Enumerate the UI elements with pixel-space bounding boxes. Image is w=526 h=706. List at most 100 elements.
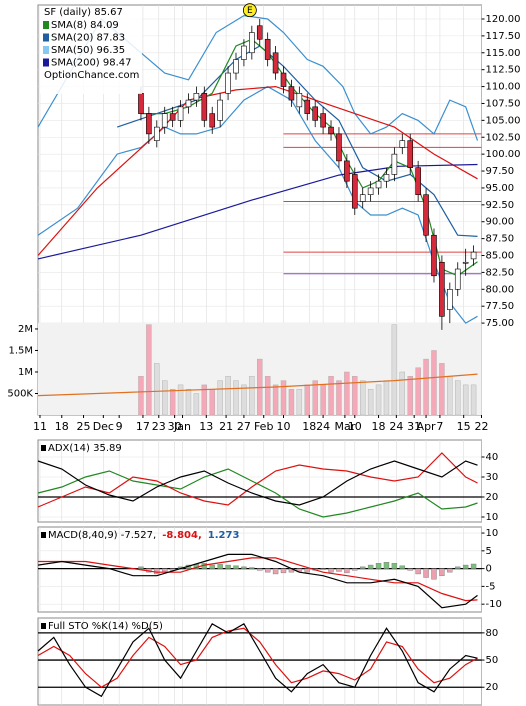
- volume-bar: [375, 384, 382, 416]
- volume-bar: [280, 380, 287, 416]
- candle-body: [344, 160, 350, 182]
- panel-title-part: ADX(14) 35.89: [48, 443, 122, 454]
- legend-title: SF (daily) 85.67: [44, 7, 123, 18]
- x-tick-label: 23: [152, 420, 166, 433]
- volume-bar: [177, 384, 184, 416]
- volume-bar: [439, 363, 445, 416]
- histogram-bar: [241, 566, 247, 569]
- volume-bar: [154, 363, 160, 416]
- histogram-bar: [249, 567, 255, 569]
- candle-body: [233, 59, 239, 74]
- x-tick-label: 24: [316, 420, 330, 433]
- volume-bar: [241, 384, 247, 416]
- volume-tick-label: 500K: [7, 388, 33, 399]
- y-tick-label: 95.00: [486, 183, 515, 194]
- x-tick-label: 13: [199, 420, 213, 433]
- volume-bar: [201, 384, 208, 416]
- x-tick-label: 11: [33, 420, 47, 433]
- histogram-bar: [154, 568, 160, 575]
- histogram-bar: [462, 564, 469, 569]
- candle-body: [312, 106, 318, 121]
- candle-body: [431, 234, 437, 277]
- histogram-bar: [447, 568, 453, 573]
- candle-body: [185, 99, 192, 108]
- indicator-line: [37, 627, 478, 688]
- y-tick-label: 85.00: [486, 251, 515, 262]
- y-tick-label: 105.00: [486, 115, 521, 126]
- histogram-bar: [423, 568, 429, 578]
- volume-bar: [407, 376, 413, 416]
- histogram-bar: [455, 566, 461, 569]
- histogram-bar: [257, 568, 263, 571]
- volume-tick-label: 1.5M: [8, 345, 33, 356]
- y-tick-label: 0: [486, 564, 492, 575]
- candle-body: [439, 261, 445, 317]
- x-tick-label: 15: [457, 420, 471, 433]
- volume-bar: [162, 380, 168, 416]
- candle-body: [304, 99, 311, 114]
- candle-body: [272, 52, 279, 74]
- candle-body: [328, 126, 334, 135]
- histogram-bar: [439, 568, 445, 576]
- y-tick-label: 40: [486, 452, 499, 463]
- candle-body: [225, 72, 231, 94]
- indicator-line: [37, 468, 478, 518]
- legend-swatch: [43, 46, 49, 54]
- y-tick-label: 87.50: [486, 234, 515, 245]
- candle-body: [447, 289, 453, 310]
- y-tick-label: 90.00: [486, 217, 515, 228]
- candle-body: [336, 133, 342, 162]
- candle-body: [288, 86, 295, 101]
- volume-bar: [233, 380, 239, 416]
- legend-label: SMA(8) 84.09: [51, 20, 119, 31]
- title-marker: [41, 532, 46, 538]
- volume-bar: [296, 388, 303, 416]
- earnings-marker: [242, 3, 257, 18]
- volume-bar: [415, 367, 421, 416]
- histogram-bar: [407, 568, 413, 571]
- x-tick-label: 7: [436, 420, 443, 433]
- legend-swatch: [43, 33, 49, 42]
- legend-swatch: [43, 21, 49, 29]
- x-tick-label: 31: [407, 420, 421, 433]
- candle-body: [454, 268, 461, 290]
- candle-body: [264, 38, 271, 60]
- candle-body: [161, 113, 168, 128]
- volume-bar: [383, 380, 390, 416]
- y-tick-label: 100.00: [486, 149, 521, 160]
- panel-title: MACD(8,40,9) -7.527, -8.804, 1.273: [48, 530, 239, 541]
- volume-bar: [169, 388, 176, 416]
- y-tick-label: 10: [486, 512, 499, 523]
- candle-body: [351, 174, 358, 209]
- histogram-bar: [431, 568, 437, 580]
- x-tick-label: 24: [389, 420, 403, 433]
- y-tick-label: 50: [486, 655, 499, 666]
- histogram-bar: [399, 565, 406, 569]
- x-tick-label: 27: [237, 420, 251, 433]
- candle-body: [201, 93, 208, 121]
- candle-body: [359, 194, 366, 202]
- volume-bar: [217, 380, 223, 416]
- panel-title-part: Full STO %K(14) %D(5): [48, 621, 163, 632]
- y-tick-label: 107.50: [486, 98, 521, 109]
- y-tick-label: -10: [486, 599, 502, 610]
- y-tick-label: 102.50: [486, 132, 521, 143]
- x-tick-label: 25: [77, 420, 91, 433]
- y-tick-label: 97.50: [486, 166, 515, 177]
- volume-bar: [360, 380, 366, 416]
- histogram-bar: [272, 568, 279, 575]
- histogram-bar: [264, 568, 271, 573]
- x-tick-label: 9: [116, 420, 123, 433]
- x-tick-label: 21: [219, 420, 233, 433]
- histogram-bar: [225, 564, 231, 569]
- candle-body: [138, 93, 144, 114]
- volume-bar: [344, 371, 350, 416]
- x-tick-label: 17: [136, 420, 150, 433]
- title-marker: [41, 623, 46, 629]
- candle-body: [415, 167, 421, 195]
- candle-body: [367, 187, 374, 195]
- histogram-bar: [280, 568, 287, 574]
- y-tick-label: 75.00: [486, 318, 515, 329]
- volume-bar: [225, 376, 231, 416]
- histogram-bar: [138, 566, 144, 569]
